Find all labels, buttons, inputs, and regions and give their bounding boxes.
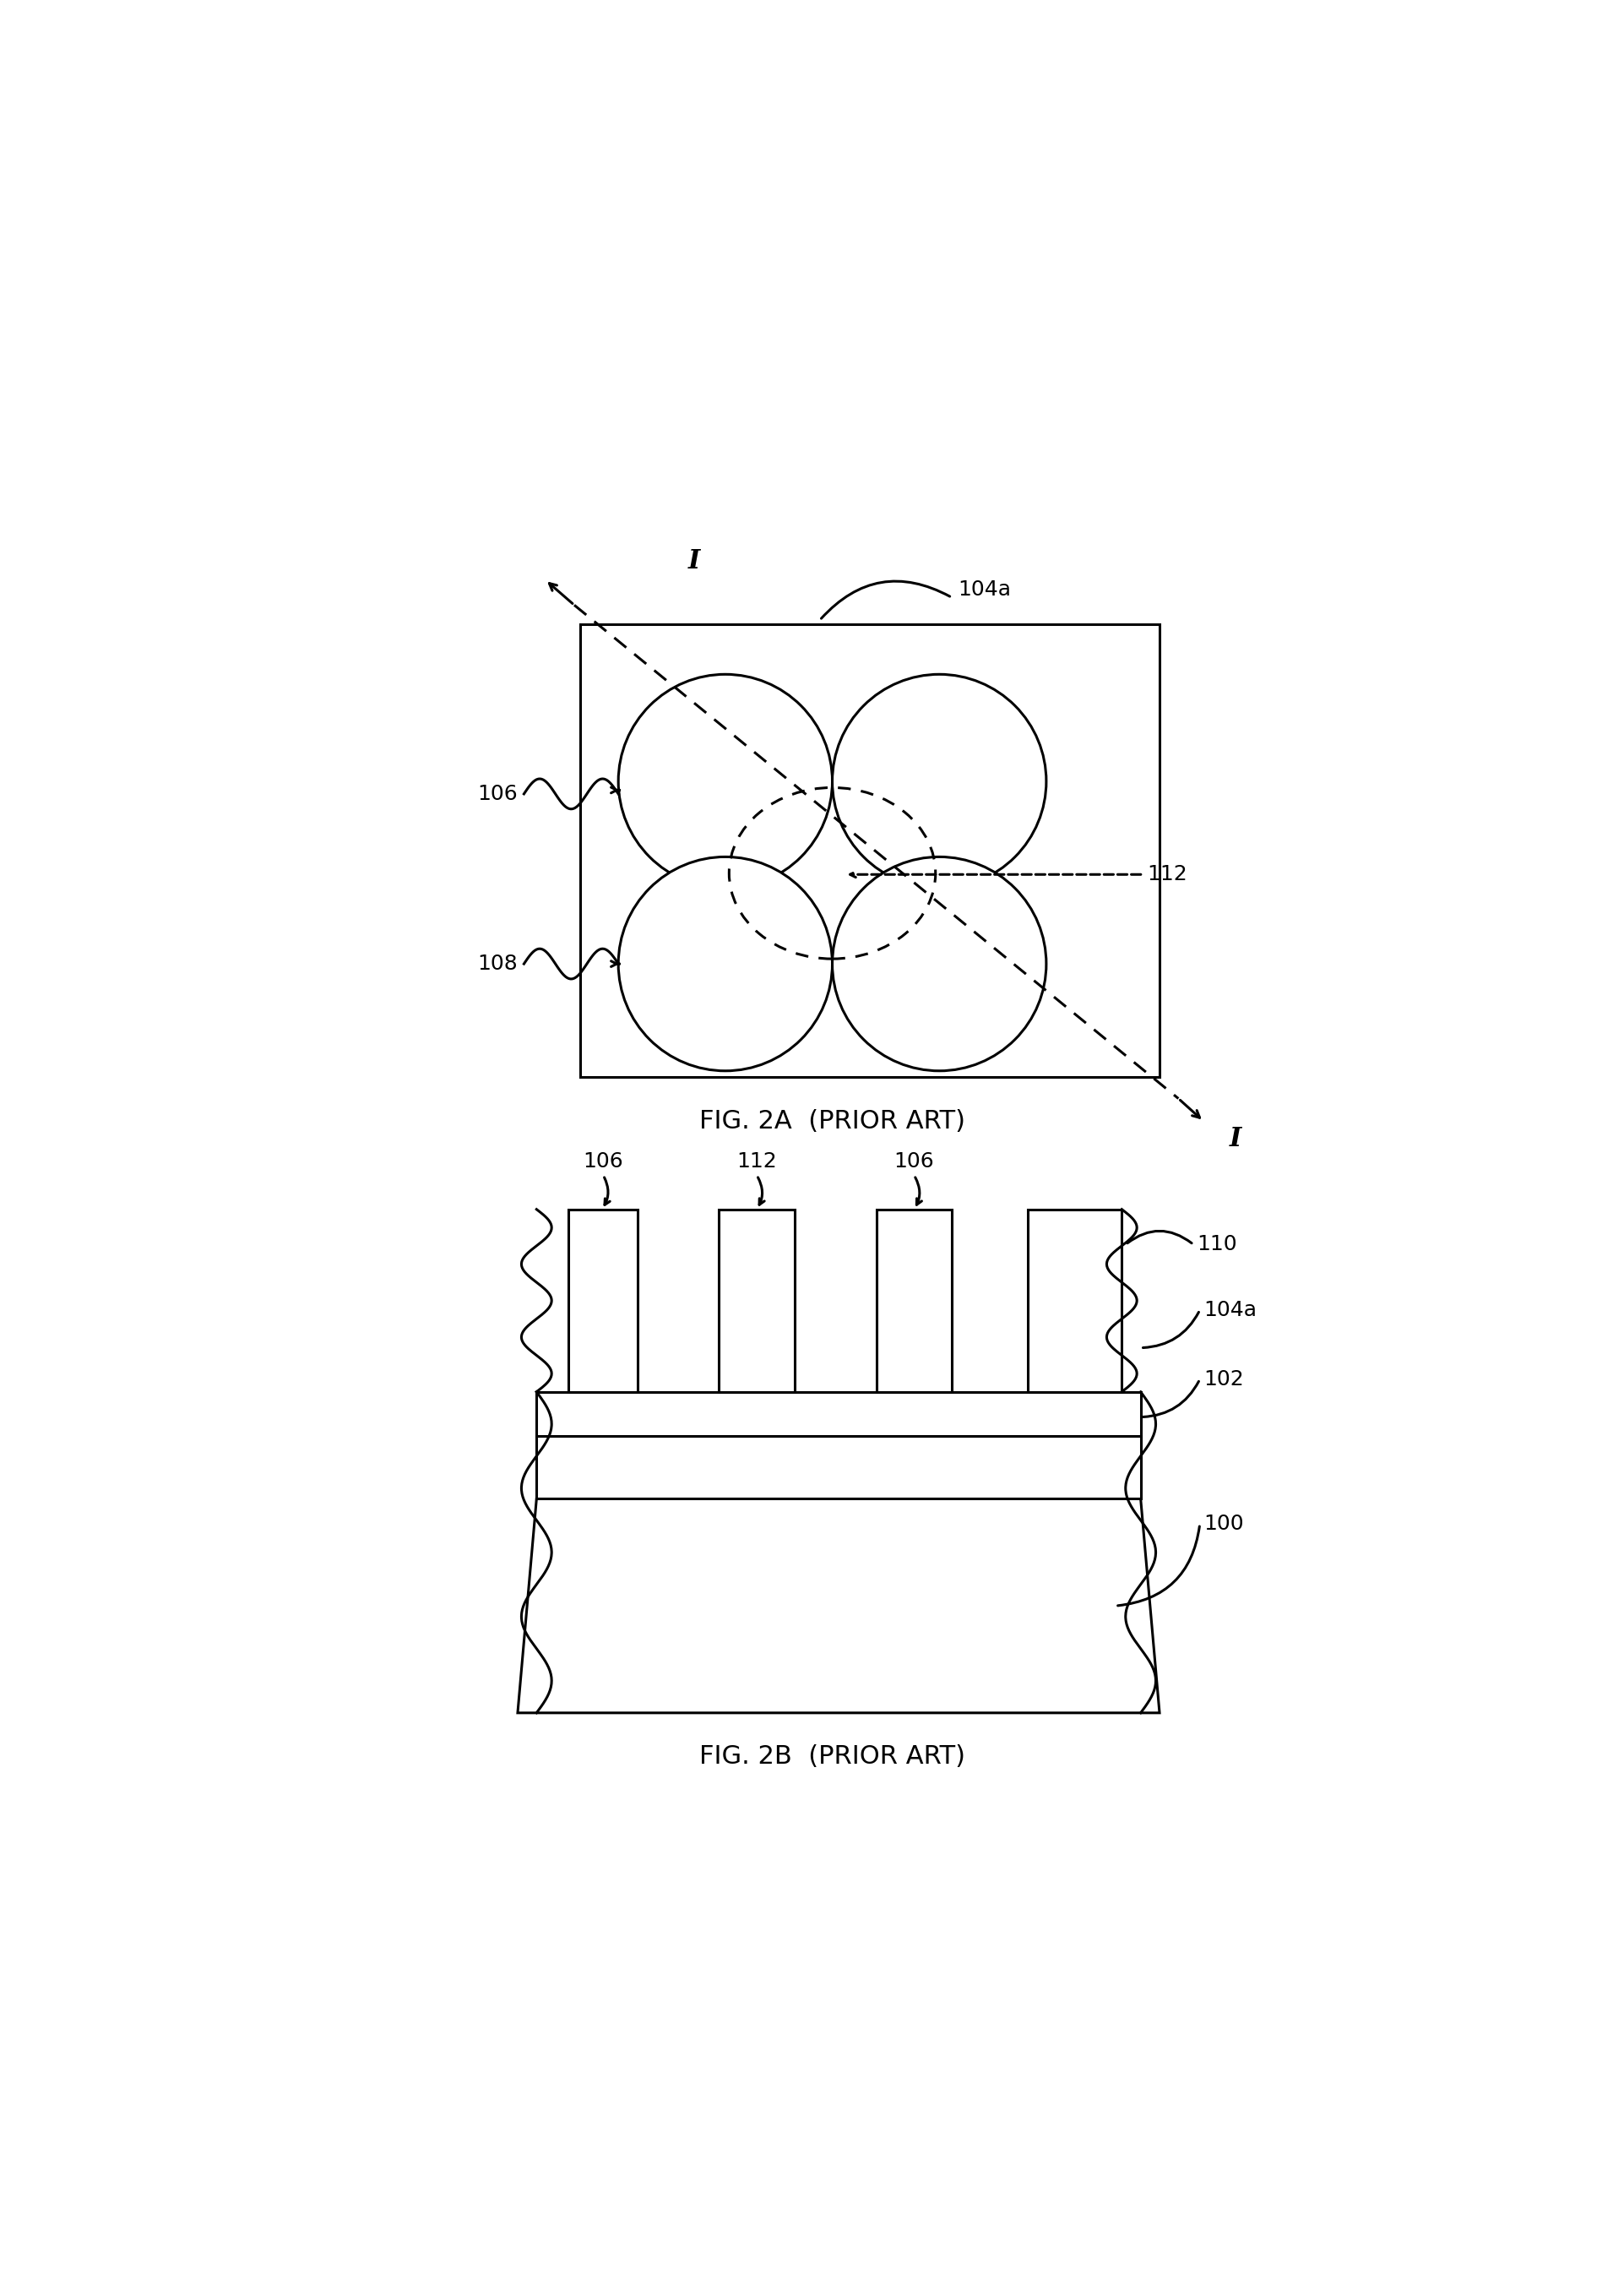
Circle shape (619, 856, 833, 1072)
Text: 104a: 104a (1203, 1299, 1257, 1320)
Polygon shape (536, 1437, 1140, 1499)
Text: 108: 108 (477, 955, 518, 973)
Text: 104a: 104a (958, 581, 1012, 599)
Text: FIG. 2A  (PRIOR ART): FIG. 2A (PRIOR ART) (700, 1108, 965, 1134)
Circle shape (831, 856, 1046, 1072)
Polygon shape (536, 1391, 1140, 1437)
Polygon shape (1028, 1209, 1122, 1391)
Text: 110: 110 (1197, 1235, 1237, 1255)
Polygon shape (518, 1499, 1160, 1712)
Text: 112: 112 (1147, 865, 1187, 884)
Text: 102: 102 (1203, 1370, 1244, 1388)
Bar (581, 624, 1160, 1076)
Circle shape (619, 675, 833, 888)
Polygon shape (568, 1209, 637, 1391)
Text: 106: 106 (477, 785, 518, 803)
Text: 100: 100 (1203, 1515, 1244, 1533)
Polygon shape (719, 1209, 794, 1391)
Text: FIG. 2B  (PRIOR ART): FIG. 2B (PRIOR ART) (700, 1744, 965, 1769)
Circle shape (831, 675, 1046, 888)
Text: 106: 106 (893, 1152, 934, 1170)
Text: I: I (689, 549, 700, 574)
Polygon shape (877, 1209, 952, 1391)
Text: 112: 112 (737, 1152, 776, 1170)
Text: 106: 106 (583, 1152, 624, 1170)
Text: I: I (1229, 1127, 1241, 1152)
